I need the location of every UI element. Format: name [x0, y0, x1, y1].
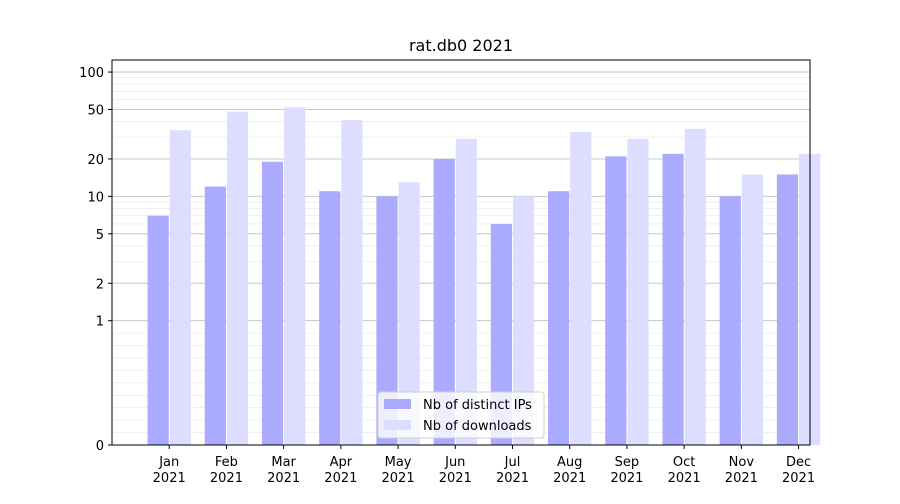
x-tick-label-year: 2021	[610, 471, 643, 486]
x-tick-label-month: Apr	[330, 455, 353, 470]
x-tick-label-year: 2021	[382, 471, 415, 486]
bar-distinct-ips	[147, 215, 169, 445]
y-axis: 0 1 2 5 10 20 50 100	[79, 66, 112, 454]
bar-downloads	[684, 128, 706, 445]
bar-downloads	[570, 131, 592, 446]
chart-title: rat.db0 2021	[409, 36, 513, 55]
x-tick-label-month: Aug	[557, 455, 582, 470]
y-tick-label: 50	[87, 103, 104, 118]
legend-label: Nb of downloads	[423, 419, 532, 434]
legend-label: Nb of distinct IPs	[423, 398, 532, 413]
x-tick-label-month: Sep	[615, 455, 640, 470]
x-tick-label-month: Feb	[215, 455, 238, 470]
legend-swatch	[384, 399, 411, 409]
x-tick-label-month: Jul	[504, 455, 521, 470]
y-tick-label: 5	[96, 228, 104, 243]
x-tick-label-year: 2021	[324, 471, 357, 486]
y-tick-label: 0	[96, 439, 104, 454]
y-tick-label: 1	[96, 315, 104, 330]
y-tick-label: 20	[87, 153, 104, 168]
bar-distinct-ips	[662, 153, 684, 445]
bar-downloads	[169, 130, 191, 445]
bar-distinct-ips	[719, 196, 741, 445]
bar-distinct-ips	[319, 191, 341, 445]
x-tick-label-month: May	[385, 455, 412, 470]
x-tick-label-month: Nov	[729, 455, 755, 470]
bar-distinct-ips	[261, 161, 284, 446]
x-tick-label-month: Jan	[158, 455, 179, 470]
bar-distinct-ips	[376, 196, 398, 445]
bar-distinct-ips	[204, 186, 226, 445]
x-tick-label-year: 2021	[725, 471, 758, 486]
x-tick-label-month: Oct	[673, 455, 695, 470]
bar-distinct-ips	[776, 174, 799, 445]
y-tick-label: 10	[87, 190, 104, 205]
x-tick-label-year: 2021	[553, 471, 586, 486]
y-tick-label: 100	[79, 66, 104, 81]
legend: Nb of distinct IPs Nb of downloads	[377, 391, 545, 439]
x-tick-label-year: 2021	[153, 471, 186, 486]
x-tick-label-month: Dec	[786, 455, 811, 470]
bar-distinct-ips	[490, 223, 512, 445]
bar-distinct-ips	[548, 191, 570, 445]
x-tick-label-year: 2021	[267, 471, 300, 486]
bars	[147, 107, 821, 446]
x-axis: Jan2021Feb2021Mar2021Apr2021May2021Jun20…	[153, 445, 815, 486]
x-tick-label-year: 2021	[782, 471, 815, 486]
bar-distinct-ips	[433, 158, 455, 446]
x-tick-label-month: Mar	[271, 455, 296, 470]
legend-swatch	[384, 420, 411, 430]
bar-distinct-ips	[605, 156, 627, 445]
legend-box	[377, 391, 545, 439]
bar-downloads	[627, 138, 649, 445]
bar-downloads	[341, 120, 363, 445]
y-tick-label: 2	[96, 277, 104, 292]
bar-downloads	[284, 107, 306, 446]
x-tick-label-year: 2021	[210, 471, 243, 486]
bar-downloads	[741, 174, 764, 445]
x-tick-label-year: 2021	[439, 471, 472, 486]
x-tick-label-month: Jun	[444, 455, 465, 470]
bar-downloads	[226, 111, 249, 445]
plot-frame	[111, 59, 811, 446]
x-tick-label-year: 2021	[496, 471, 529, 486]
bar-downloads	[455, 138, 477, 445]
x-tick-label-year: 2021	[668, 471, 701, 486]
bar-downloads	[512, 196, 535, 445]
bar-downloads	[398, 182, 420, 445]
